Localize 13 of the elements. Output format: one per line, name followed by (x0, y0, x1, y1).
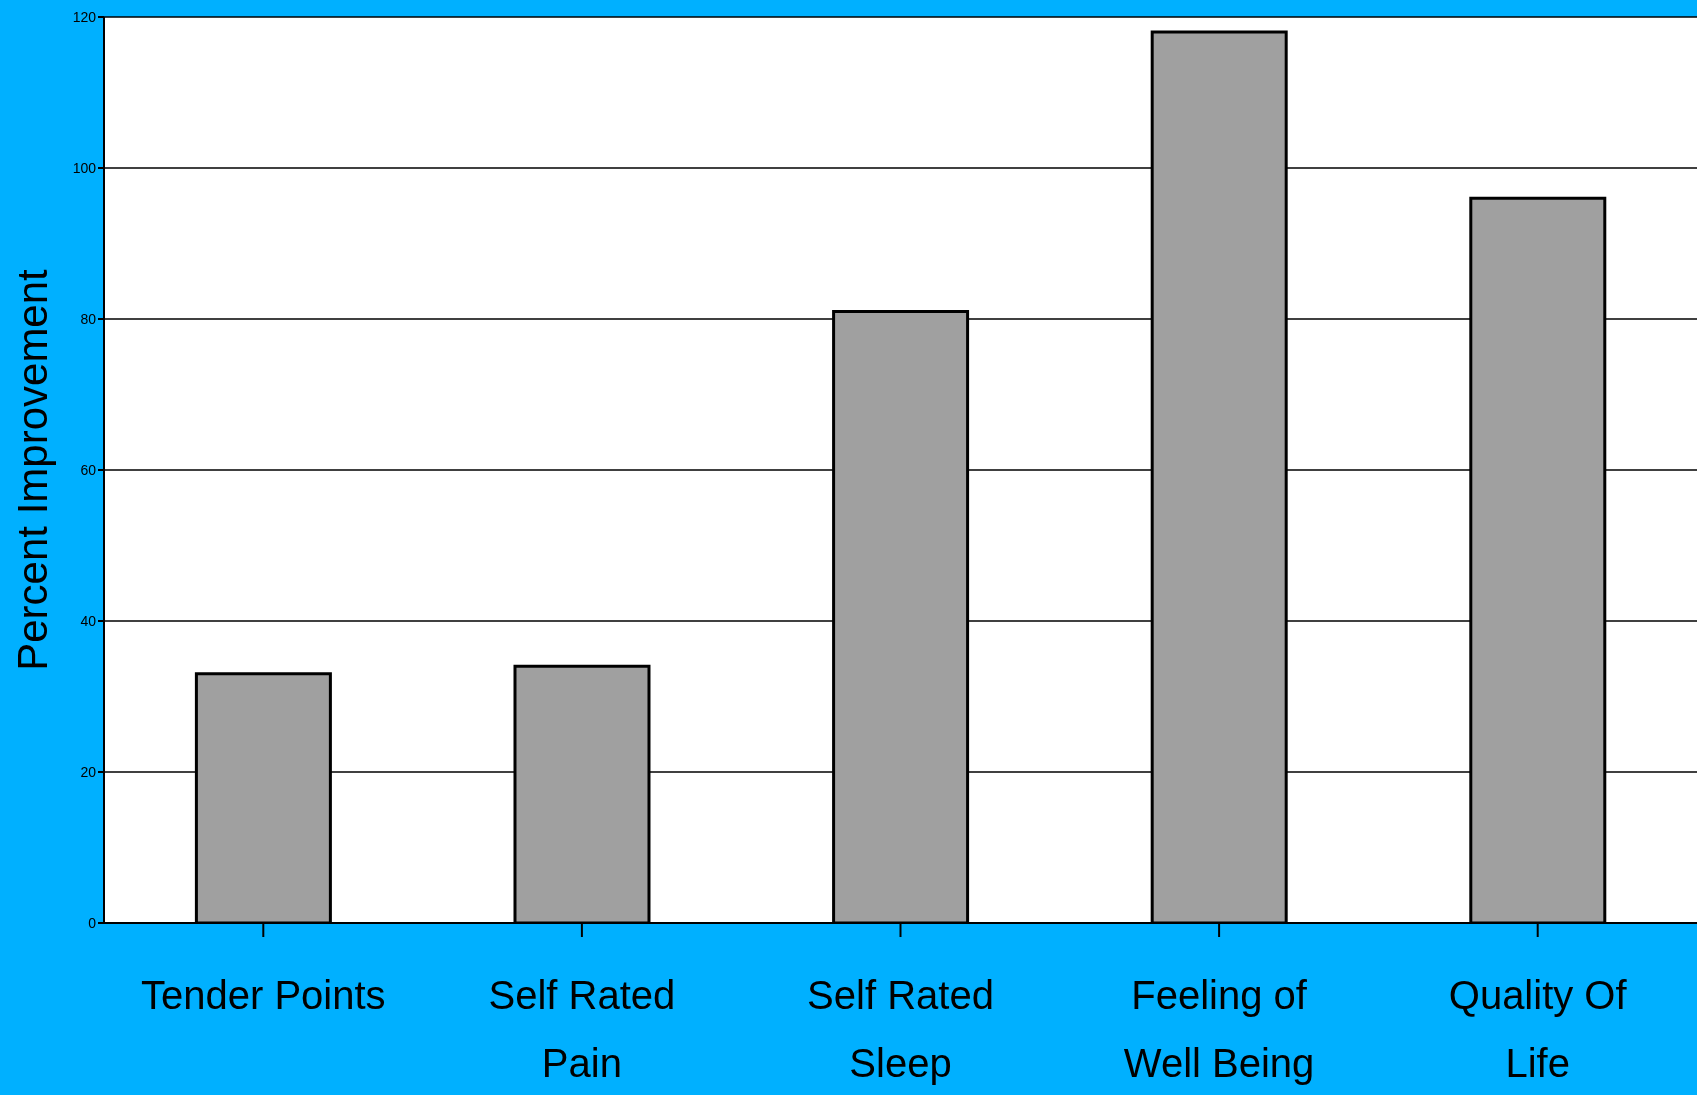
y-tick-label: 100 (72, 159, 97, 176)
x-tick-label: Quality Of Life (1448, 973, 1628, 1085)
x-tick-label: Self Rated Sleep (807, 973, 994, 1085)
y-tick-label: 0 (88, 914, 97, 931)
y-tick-label: 120 (72, 8, 97, 25)
x-tick-label: Feeling of Well Being (1123, 973, 1315, 1085)
y-tick-label: 60 (80, 461, 97, 478)
y-axis-title: Percent Improvement (8, 268, 56, 671)
y-tick-label: 40 (80, 612, 97, 629)
y-tick-label: 20 (80, 763, 97, 780)
x-tick-label: Tender Points (141, 973, 386, 1017)
x-tick-label: Self Rated Pain (488, 973, 676, 1085)
y-tick-label: 80 (80, 310, 97, 327)
